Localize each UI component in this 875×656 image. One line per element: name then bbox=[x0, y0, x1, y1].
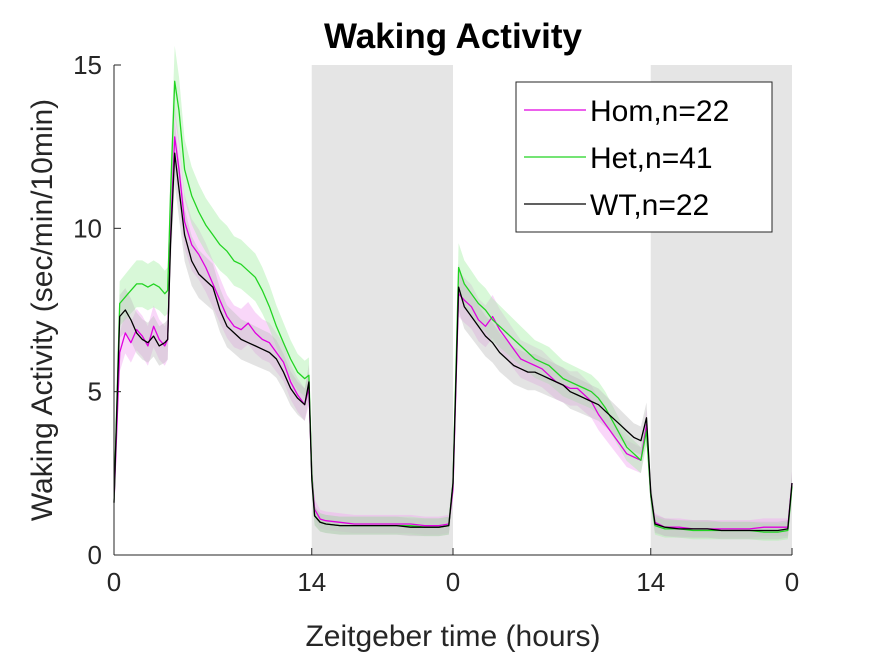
y-tick-label-1: 5 bbox=[88, 377, 102, 407]
series-band-1 bbox=[114, 45, 792, 541]
series-band-2 bbox=[114, 121, 792, 540]
legend-label-1: Het,n=41 bbox=[590, 142, 713, 175]
y-tick-label-0: 0 bbox=[88, 540, 102, 570]
series-line-2 bbox=[113, 152, 793, 532]
legend: Hom,n=22 Het,n=41 WT,n=22 bbox=[515, 81, 773, 233]
legend-label-2: WT,n=22 bbox=[590, 189, 709, 222]
night-shade-0 bbox=[311, 65, 453, 555]
x-axis-label: Zeitgeber time (hours) bbox=[305, 620, 600, 653]
series-line-layer bbox=[113, 80, 793, 533]
y-axis-label: Waking Activity (sec/min/10min) bbox=[26, 99, 59, 521]
error-band-layer bbox=[114, 45, 792, 541]
x-tick-label-2: 0 bbox=[446, 567, 460, 597]
legend-label-0: Hom,n=22 bbox=[590, 95, 729, 128]
chart-title: Waking Activity bbox=[324, 17, 583, 56]
x-tick-label-0: 0 bbox=[107, 567, 121, 597]
y-tick-label-2: 10 bbox=[73, 213, 102, 243]
series-band-0 bbox=[114, 104, 792, 538]
x-tick-label-3: 14 bbox=[636, 567, 665, 597]
x-tick-label-1: 14 bbox=[297, 567, 326, 597]
x-tick-label-4: 0 bbox=[785, 567, 799, 597]
series-line-0 bbox=[113, 136, 793, 530]
y-tick-label-3: 15 bbox=[73, 50, 102, 80]
